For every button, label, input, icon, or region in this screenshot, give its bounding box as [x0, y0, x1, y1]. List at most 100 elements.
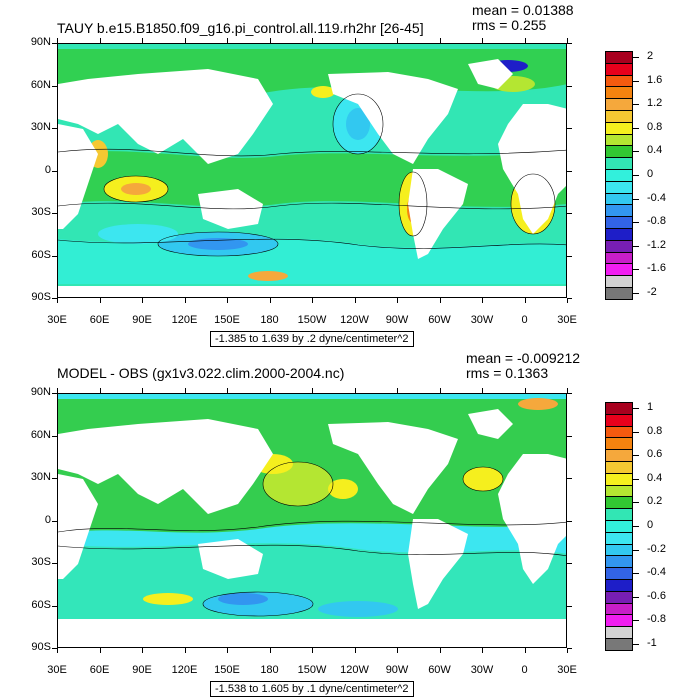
lat-tick: [52, 85, 57, 87]
colorbar-label: -1: [647, 636, 657, 649]
lat-tick-label: 30N: [30, 121, 51, 133]
ross-sea-high: [248, 271, 288, 281]
lon-tick: [524, 648, 526, 653]
lon-tick: [482, 298, 483, 303]
lon-tick: [312, 298, 313, 303]
land-greenland: [468, 409, 513, 439]
lon-tick: [99, 298, 101, 303]
lon-tick: [439, 388, 441, 393]
colorbar-tick: [633, 549, 639, 551]
colorbar-label: -0.6: [647, 589, 666, 602]
colorbar-label: -0.8: [647, 613, 666, 626]
lon-tick: [439, 648, 441, 653]
lon-tick: [397, 298, 398, 303]
lat-tick: [52, 648, 57, 649]
lat-tick-label: 30N: [30, 471, 51, 483]
lon-tick-label: 150W: [297, 664, 327, 676]
lon-tick: [482, 388, 483, 393]
lat-tick-label: 60S: [31, 598, 51, 611]
lon-tick: [567, 38, 568, 43]
land-south-america: [408, 169, 468, 259]
lon-tick: [354, 648, 356, 653]
colorbar-label: 0: [647, 167, 654, 180]
lon-tick: [312, 648, 313, 653]
lat-tick: [52, 170, 57, 172]
lat-tick: [567, 563, 572, 564]
lat-tick: [567, 298, 572, 299]
land-north-america: [328, 422, 458, 514]
colorbar-tick: [633, 292, 639, 294]
lon-tick: [269, 388, 271, 393]
southern-band: [58, 238, 566, 284]
land-greenland: [468, 59, 513, 89]
lon-tick: [99, 648, 101, 653]
lon-tick: [227, 388, 228, 393]
lon-tick-label: 30E: [557, 664, 577, 676]
lon-tick: [524, 38, 526, 43]
lon-tick: [354, 298, 356, 303]
lon-tick: [397, 388, 398, 393]
contour-lines: [58, 461, 566, 617]
lon-tick-label: 120E: [171, 314, 198, 326]
lon-tick-label: 0: [521, 314, 528, 326]
lon-tick: [99, 38, 101, 43]
lat-tick: [567, 520, 572, 522]
indian-low: [98, 224, 178, 244]
colorbar-tick: [633, 269, 639, 271]
colorbar-label: 0.6: [647, 448, 663, 461]
lon-tick-label: 30E: [557, 314, 577, 326]
lon-tick: [57, 38, 58, 43]
lon-tick: [227, 38, 228, 43]
bottom-mean: mean = -0.009212: [466, 350, 581, 366]
lat-tick: [52, 520, 57, 522]
land-antarctica: [58, 619, 566, 647]
lat-tick: [567, 43, 572, 44]
colorbar-label: -0.4: [647, 566, 666, 579]
colorbar-label: 0.4: [647, 144, 663, 157]
colorbar-tick: [633, 80, 639, 82]
lon-tick: [567, 648, 568, 653]
top-map-plot: [57, 43, 567, 298]
lat-tick: [52, 563, 57, 564]
land-eurasia: [58, 419, 273, 514]
colorbar-tick: [633, 596, 639, 598]
colorbar-tick: [633, 620, 639, 622]
southern-yellow: [143, 593, 193, 605]
lon-tick: [269, 38, 271, 43]
colorbar-tick: [633, 151, 639, 153]
north-pacific-low-core: [346, 108, 370, 140]
colorbar-tick: [633, 127, 639, 129]
lat-tick: [567, 435, 572, 437]
top-map-svg: [58, 44, 566, 297]
colorbar-tick: [633, 525, 639, 527]
lat-tick: [567, 255, 572, 257]
lon-tick: [57, 388, 58, 393]
pacific-yellow-2: [328, 479, 358, 499]
lon-tick: [142, 298, 143, 303]
lat-tick-label: 90S: [31, 641, 51, 653]
lon-tick: [524, 388, 526, 393]
contour-lines: [58, 93, 566, 257]
colorbar-tick: [633, 174, 639, 176]
lat-tick-label: 60N: [30, 78, 51, 91]
lat-tick-label: 90S: [31, 291, 51, 303]
lat-tick-label: 30S: [31, 206, 51, 218]
top-map-title: TAUY b.e15.B1850.f09_g16.pi_control.all.…: [57, 20, 424, 36]
land-antarctica: [58, 286, 566, 297]
lon-tick: [269, 648, 271, 653]
colorbar-label: -1.2: [647, 238, 666, 251]
lat-tick-label: 90N: [30, 36, 51, 48]
bottom-map-title: MODEL - OBS (gx1v3.022.clim.2000-2004.nc…: [57, 365, 345, 381]
colorbar-tick: [633, 573, 639, 575]
colorbar-label: 0.2: [647, 495, 663, 508]
bottom-map-plot: [57, 393, 567, 648]
lon-tick: [142, 38, 143, 43]
lon-tick-label: 60E: [89, 664, 110, 676]
arctic-orange: [518, 398, 558, 410]
lon-tick: [439, 38, 441, 43]
lon-tick-label: 90E: [132, 664, 152, 676]
bottom-rms: rms = 0.1363: [466, 365, 549, 381]
colorbar-label: 2: [647, 49, 654, 62]
colorbar-label: 1: [647, 400, 654, 413]
lon-tick: [354, 38, 356, 43]
